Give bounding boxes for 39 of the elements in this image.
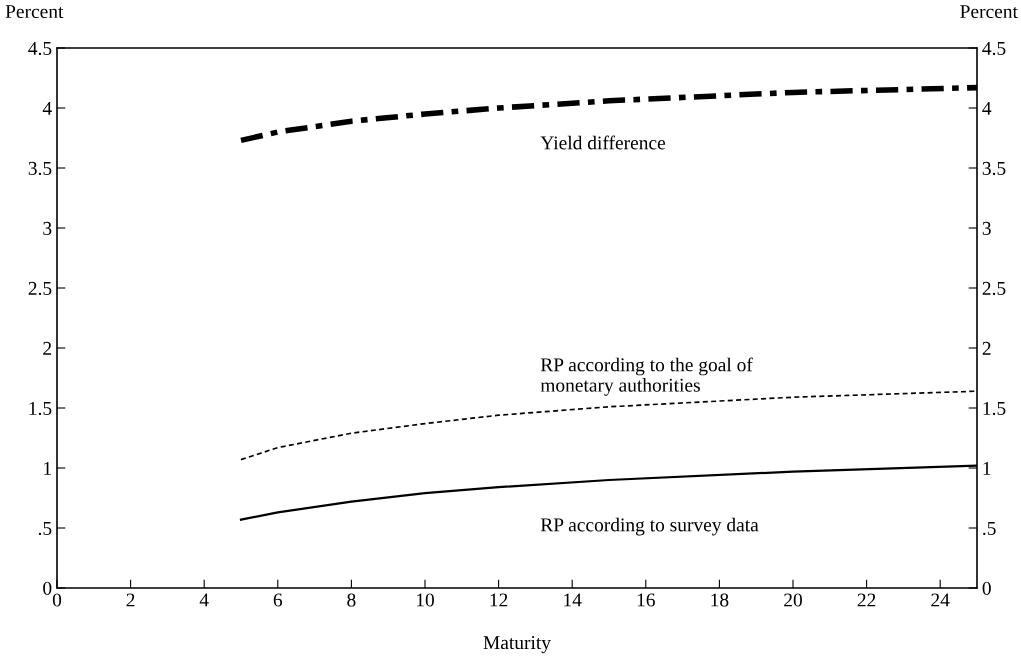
x-tick-label: 4 (199, 593, 209, 607)
y2-tick-label: 3 (982, 221, 991, 235)
y2-tick-label: 4 (982, 101, 992, 115)
y-axis-title: Percent (5, 5, 64, 19)
y-tick-label: 4 (42, 101, 52, 115)
x-tick-label: 10 (416, 593, 434, 607)
x-tick-label: 20 (784, 593, 802, 607)
series-label: RP according to the goal of monetary authorities (540, 357, 753, 396)
y-tick-label: 1.5 (29, 401, 52, 416)
x-tick-label: 22 (857, 593, 876, 607)
x-tick-label: 12 (490, 593, 508, 607)
y2-tick-label: .5 (983, 522, 996, 536)
y-tick-label: 1 (44, 461, 51, 475)
y2-tick-label: 1 (983, 461, 991, 475)
y-tick-label: 4.5 (28, 41, 52, 56)
y2-tick-label: 0 (982, 581, 991, 595)
x-tick-label: 16 (637, 593, 655, 607)
x-tick-label: 14 (564, 593, 582, 607)
x-tick-label: 6 (273, 593, 283, 607)
y2-axis-title: Percent (960, 5, 1018, 19)
y-tick-label: .5 (38, 522, 52, 536)
series-label: Yield difference (540, 135, 666, 150)
y-tick-label: 3 (43, 221, 52, 235)
x-axis-title: Maturity (483, 636, 551, 654)
y-tick-label: 2.5 (28, 281, 52, 296)
x-tick-label: 2 (126, 593, 135, 607)
y-tick-label: 3.5 (28, 161, 52, 176)
y2-tick-label: 2 (982, 341, 991, 355)
y2-tick-label: 4.5 (982, 41, 1006, 56)
x-tick-label: 8 (347, 593, 356, 607)
x-tick-label: 18 (711, 593, 729, 607)
x-tick-label: 0 (52, 593, 62, 607)
y2-tick-label: 1.5 (983, 401, 1006, 416)
y2-tick-label: 3.5 (982, 161, 1006, 176)
y-tick-label: 0 (43, 581, 52, 595)
y-tick-label: 2 (43, 341, 52, 355)
y2-tick-label: 2.5 (982, 281, 1006, 296)
x-tick-label: 24 (931, 593, 950, 607)
series-label: RP according to survey data (540, 517, 759, 536)
